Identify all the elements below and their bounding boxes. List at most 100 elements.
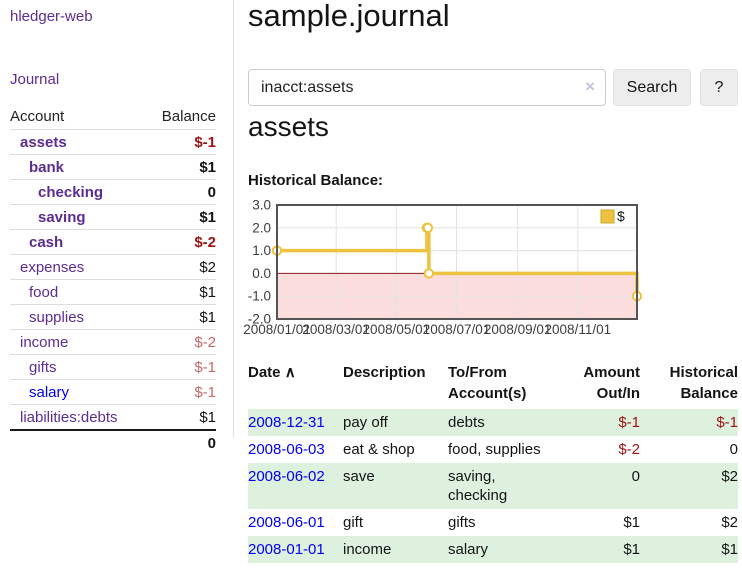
svg-text:2008/03/01: 2008/03/01 [302,322,370,337]
account-heading: assets [248,111,329,142]
account-balance: $2 [199,258,216,276]
account-balance: $-1 [194,383,216,401]
account-link[interactable]: cash [29,233,64,251]
search-button[interactable]: Search [613,69,691,106]
account-balance: $1 [199,283,216,301]
column-header-date[interactable]: Date ∧ [248,364,296,381]
account-link[interactable]: liabilities:debts [20,408,118,426]
transaction-row: 2008-06-03 eat & shop food, supplies $-2 0 [248,436,738,463]
txn-amount-cell: $-2 [618,441,640,458]
svg-text:2008/07/01: 2008/07/01 [423,322,491,337]
search-form: × Search ? [248,69,738,106]
txn-accounts-cell: salary [448,541,489,558]
svg-text:2008/05/01: 2008/05/01 [363,322,431,337]
txn-date-cell: 2008-06-02 [248,463,343,509]
txn-date-link[interactable]: 2008-12-31 [248,414,325,431]
column-header-balance: Historical Balance [669,364,738,402]
txn-description-cell: eat & shop [343,441,415,458]
svg-text:2008/11/01: 2008/11/01 [545,322,612,337]
svg-text:0.0: 0.0 [252,266,271,281]
search-input-wrap: × [248,69,606,106]
account-link[interactable]: income [20,333,69,351]
account-row-salary: salary $-1 [10,379,216,404]
account-row-checking: checking 0 [10,179,216,204]
svg-text:-1.0: -1.0 [248,289,271,304]
svg-text:1.0: 1.0 [252,243,271,258]
transaction-row: 2008-06-02 save saving, checking 0 $2 [248,463,738,509]
account-row-gifts: gifts $-1 [10,354,216,379]
sort-ascending-icon: ∧ [284,364,296,381]
account-link[interactable]: salary [29,383,70,401]
txn-description-cell: gift [343,514,364,531]
svg-text:2008/09/01: 2008/09/01 [484,322,552,337]
chart-title-label: Historical Balance: [248,172,384,189]
help-button[interactable]: ? [700,69,738,106]
txn-accounts-cell: debts [448,414,485,431]
account-balance: $-2 [194,333,216,351]
search-input[interactable] [248,69,606,106]
account-balance: $1 [199,158,216,176]
txn-accounts-cell: food, supplies [448,441,541,458]
account-row-bank: bank $1 [10,154,216,179]
svg-text:2.0: 2.0 [252,220,271,235]
txn-balance-cell: $2 [721,514,738,531]
account-link[interactable]: food [29,283,59,301]
txn-date-link[interactable]: 2008-01-01 [248,541,325,558]
txn-date-cell: 2008-12-31 [248,409,343,436]
transactions-table-header: Date ∧ Description To/From Account(s) Am… [248,362,738,409]
transactions-table-body: 2008-12-31 pay off debts $-1 $-1 2008-06-03 ea… [248,409,738,563]
txn-date-cell: 2008-01-01 [248,536,343,563]
account-link[interactable]: supplies [29,308,85,326]
txn-amount-cell: 0 [631,468,640,485]
account-rows: assets $-1 bank $1 checking 0 saving $1 cash $-2 e… [10,129,216,429]
account-link[interactable]: assets [20,133,67,151]
account-column-header: Account [10,108,65,125]
txn-date-cell: 2008-06-03 [248,436,343,463]
account-link[interactable]: saving [38,208,86,226]
account-row-liabilities-debts: liabilities:debts $1 [10,404,216,429]
account-balance: $-2 [194,233,216,251]
transaction-row: 2008-06-01 gift gifts $1 $2 [248,509,738,536]
account-row-income: income $-2 [10,329,216,354]
account-link[interactable]: checking [38,183,104,201]
page-title: sample.journal [248,0,450,33]
account-link[interactable]: bank [29,158,65,176]
account-link[interactable]: gifts [29,358,57,376]
account-balance: $1 [199,308,216,326]
balance-column-header: Balance [161,108,216,125]
column-header-description: Description [343,364,426,381]
accounts-table: Account Balance assets $-1 bank $1 checking 0… [10,104,216,456]
txn-balance-cell: $2 [721,468,738,485]
txn-accounts-cell: gifts [448,514,476,531]
account-balance: $1 [199,408,216,426]
account-balance: 0 [207,183,216,201]
svg-text:3.0: 3.0 [252,198,271,213]
svg-text:2008/01/01: 2008/01/01 [243,322,311,337]
nav-journal-link[interactable]: Journal [10,71,60,88]
main-content: sample.journal × Search ? assets Histori… [243,0,742,582]
txn-date-link[interactable]: 2008-06-01 [248,514,325,531]
txn-date-link[interactable]: 2008-06-03 [248,441,325,458]
svg-text:$: $ [617,208,625,224]
transaction-row: 2008-01-01 income salary $1 $1 [248,536,738,563]
accounts-total-value: 0 [207,435,216,452]
accounts-total-row: 0 [10,429,216,456]
txn-description-cell: income [343,541,392,558]
app-title-link[interactable]: hledger-web [10,8,93,25]
account-row-cash: cash $-2 [10,229,216,254]
account-link[interactable]: expenses [20,258,85,276]
historical-balance-chart: $3.0 2.0 1.0 0.0 -1.0 -2.0 2008/01/01 2008/03/0… [240,197,742,345]
txn-balance-cell: 0 [729,441,738,458]
txn-date-cell: 2008-06-01 [248,509,343,536]
account-row-assets: assets $-1 [10,129,216,154]
txn-balance-cell: $-1 [716,414,738,431]
txn-date-link[interactable]: 2008-06-02 [248,468,325,485]
txn-description-cell: pay off [343,414,388,431]
transaction-row: 2008-12-31 pay off debts $-1 $-1 [248,409,738,436]
txn-accounts-cell: saving, checking [448,468,508,504]
clear-search-icon[interactable]: × [585,77,595,96]
account-row-expenses: expenses $2 [10,254,216,279]
account-balance: $-1 [194,358,216,376]
txn-amount-cell: $1 [623,514,640,531]
